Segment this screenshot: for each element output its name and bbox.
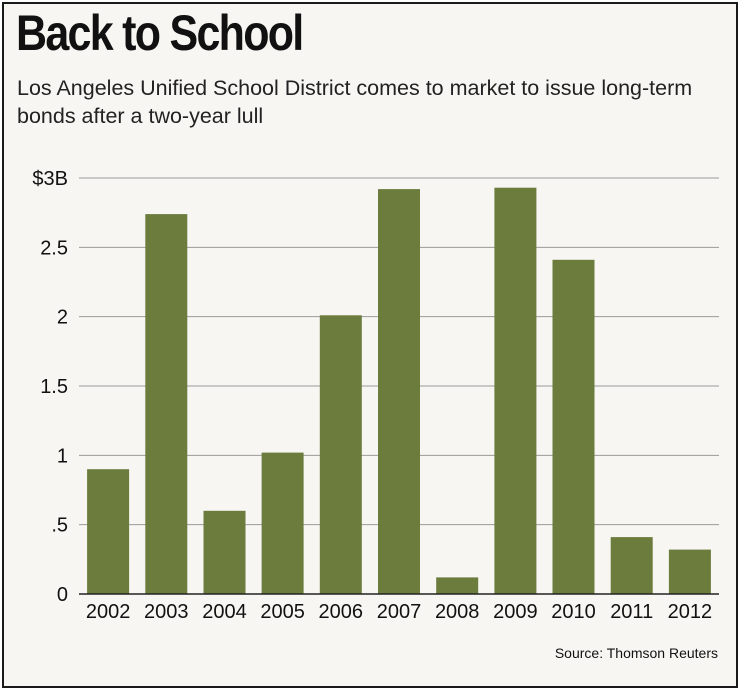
bar-2008 <box>436 577 479 594</box>
bars <box>87 187 711 594</box>
bar-2012 <box>668 549 711 594</box>
bar-2011 <box>610 537 653 594</box>
y-tick-label: 0 <box>57 584 68 606</box>
x-tick-label: 2005 <box>260 601 305 623</box>
source-note: Source: Thomson Reuters <box>554 645 718 661</box>
bar-2003 <box>145 214 188 594</box>
x-tick-label: 2003 <box>144 601 189 623</box>
x-tick-label: 2004 <box>202 601 247 623</box>
chart-title: Back to School <box>16 5 304 61</box>
x-tick-label: 2010 <box>551 601 596 623</box>
bar-2002 <box>87 469 130 594</box>
bar-2006 <box>319 315 362 594</box>
bar-2009 <box>494 187 537 594</box>
x-axis-labels: 2002 2003 2004 2005 2006 2007 2008 2009 2010 2011… <box>86 601 712 623</box>
chart-subtitle: Los Angeles Unified School District come… <box>17 76 693 128</box>
bar-2010 <box>552 259 595 594</box>
y-tick-label: 1.5 <box>40 376 68 398</box>
y-tick-label: 2 <box>57 307 68 329</box>
x-tick-label: 2012 <box>668 601 713 623</box>
y-tick-label: 2.5 <box>40 237 68 259</box>
y-tick-label: $3B <box>32 168 68 190</box>
x-tick-label: 2002 <box>86 601 131 623</box>
y-tick-label: .5 <box>51 515 68 537</box>
x-tick-label: 2008 <box>435 601 480 623</box>
x-tick-label: 2011 <box>610 601 653 623</box>
x-tick-label: 2006 <box>319 601 364 623</box>
bar-2005 <box>261 452 304 594</box>
x-tick-label: 2007 <box>377 601 422 623</box>
y-tick-label: 1 <box>57 445 68 467</box>
bar-2007 <box>378 189 420 594</box>
y-axis-labels: 0 .5 1 1.5 2 2.5 $3B <box>32 168 68 606</box>
bar-2004 <box>203 510 246 594</box>
x-tick-label: 2009 <box>493 601 538 623</box>
